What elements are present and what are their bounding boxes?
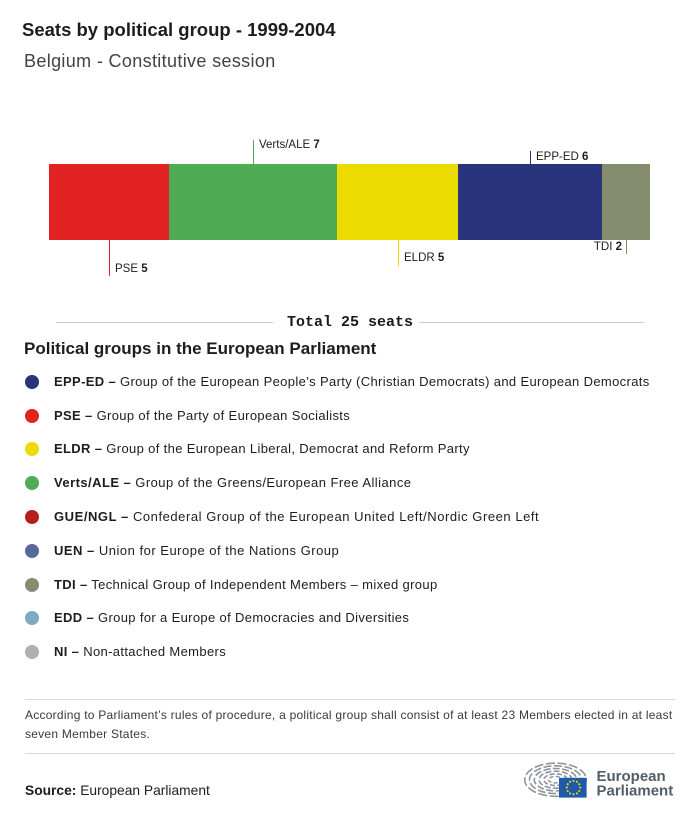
- svg-text:Parliament: Parliament: [597, 783, 674, 800]
- svg-text:European: European: [597, 768, 666, 785]
